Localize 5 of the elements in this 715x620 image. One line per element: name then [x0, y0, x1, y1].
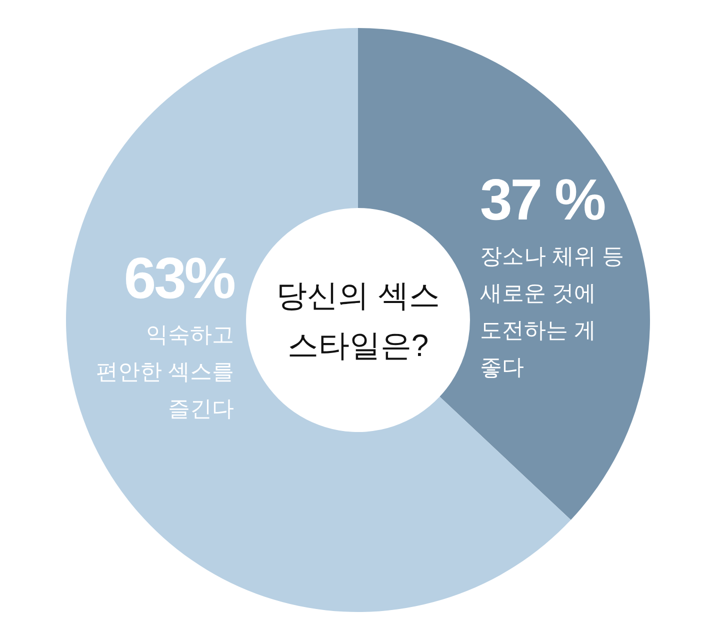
slice-label: 익숙하고 편안한 섹스를 즐긴다: [96, 322, 234, 421]
text: 당신의 섹스 스타일은?: [276, 278, 440, 363]
data-label: 37 %: [480, 168, 606, 233]
data-label: 63%: [124, 246, 236, 311]
slice-label: 장소나 체위 등 새로운 것에 도전하는 게 좋다: [480, 244, 624, 380]
